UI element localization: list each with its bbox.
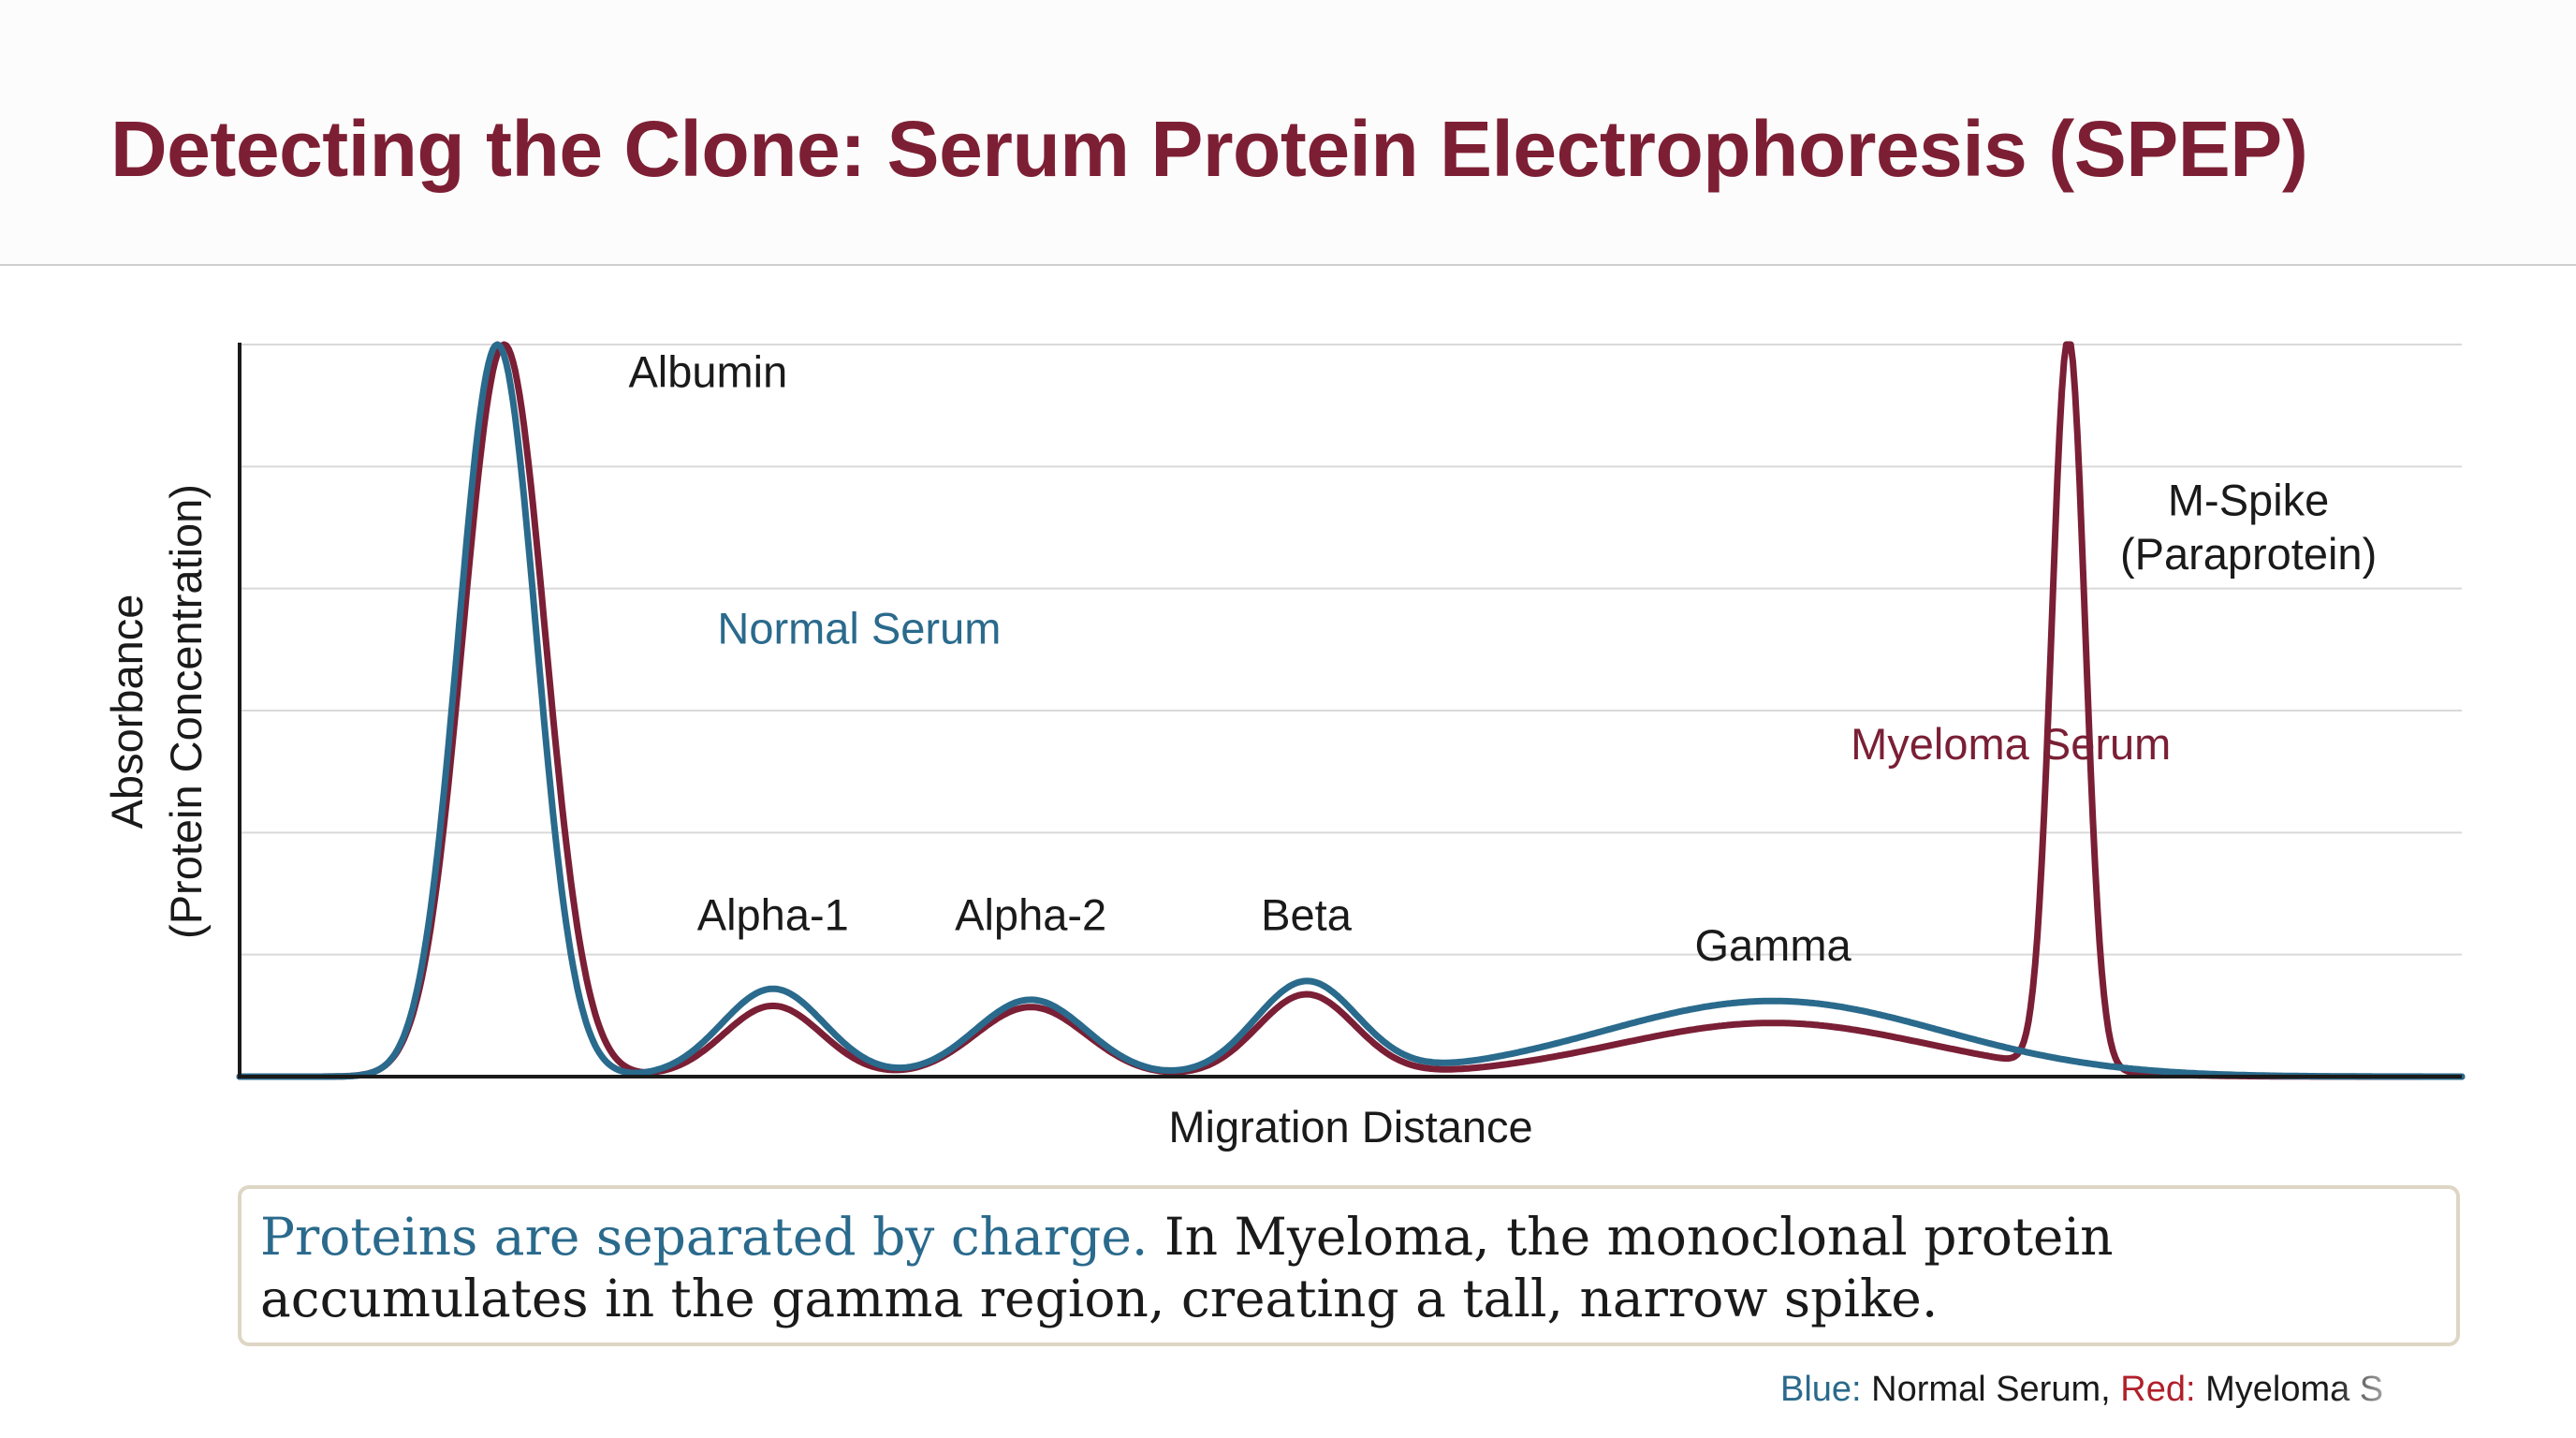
x-axis-title: Migration Distance — [1168, 1102, 1532, 1152]
footer-blue-label: Blue: — [1780, 1370, 1862, 1409]
series-line-normal-serum — [236, 341, 2466, 1080]
caption-text: In Myeloma, the monoclonal protein accum… — [260, 1207, 2114, 1328]
footer-red-label: Red: — [2120, 1370, 2196, 1409]
title-bar: Detecting the Clone: Serum Protein Elect… — [0, 0, 2576, 264]
annotation-alpha-2: Alpha-2 — [955, 890, 1106, 940]
y-axis-subtitle: (Protein Concentration) — [161, 484, 211, 939]
series-lines — [236, 341, 2466, 1080]
series-line-myeloma-serum — [236, 341, 2466, 1080]
page-title: Detecting the Clone: Serum Protein Elect… — [110, 105, 2308, 193]
caption-lead: Proteins are separated by charge. — [260, 1207, 1149, 1267]
annotation-albumin: Albumin — [628, 347, 787, 397]
caption-box: Proteins are separated by charge. In Mye… — [238, 1185, 2460, 1346]
axes — [238, 343, 2462, 1078]
annotation-paraprotein: (Paraprotein) — [2120, 529, 2377, 579]
annotation-m-spike: M-Spike — [2168, 475, 2329, 524]
footer-fade — [2333, 1363, 2454, 1416]
annotation-normal-serum: Normal Serum — [717, 603, 1001, 653]
annotation-gamma: Gamma — [1694, 920, 1852, 970]
y-axis-title: Absorbance — [102, 594, 152, 829]
title-divider — [0, 264, 2576, 266]
grid-lines — [240, 344, 2462, 956]
annotation-beta: Beta — [1261, 890, 1353, 940]
annotation-alpha-1: Alpha-1 — [697, 890, 849, 940]
chart-labels: Migration Distance Absorbance (Protein Con… — [102, 347, 2377, 1152]
spep-chart: Migration Distance Absorbance (Protein Con… — [102, 341, 2466, 1152]
color-legend-footer: Blue: Normal Serum, Red: Myeloma S — [1780, 1363, 2454, 1416]
footer-blue-text: Normal Serum, — [1861, 1370, 2121, 1409]
annotation-myeloma-serum: Myeloma Serum — [1851, 719, 2171, 769]
